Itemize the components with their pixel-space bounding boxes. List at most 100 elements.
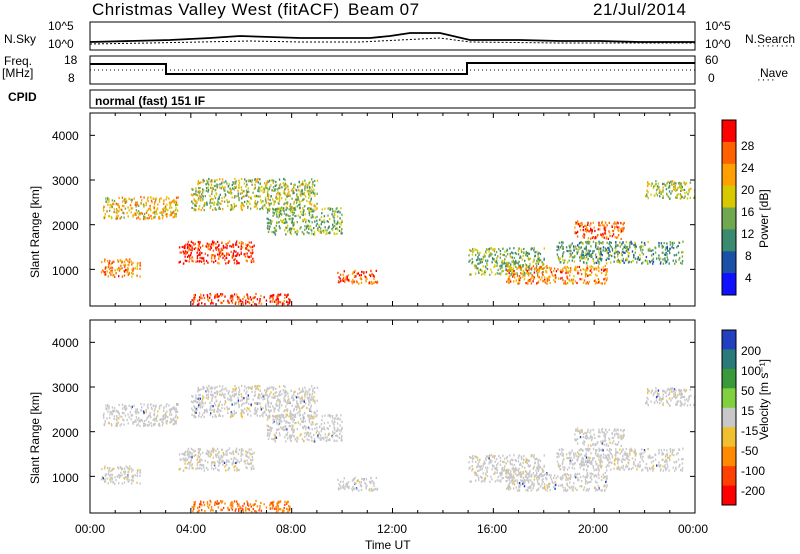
power-cell xyxy=(527,282,529,285)
power-cell xyxy=(150,214,152,218)
power-cell xyxy=(530,272,532,275)
velocity-cell xyxy=(366,484,368,487)
power-cell xyxy=(667,258,669,261)
velocity-cell xyxy=(246,398,248,402)
power-cell xyxy=(680,186,683,189)
power-cell xyxy=(335,227,337,230)
power-cell xyxy=(205,259,208,263)
power-cell xyxy=(587,223,589,226)
power-cell xyxy=(653,185,655,188)
power-cell xyxy=(231,294,233,297)
velocity-cell xyxy=(209,499,211,503)
power-cell xyxy=(298,189,300,192)
power-cell xyxy=(669,243,672,246)
power-cell xyxy=(266,190,269,194)
power-cell xyxy=(238,197,240,200)
velocity-cell xyxy=(262,407,264,410)
velocity-cell xyxy=(278,409,280,412)
velocity-cell xyxy=(306,438,308,441)
velocity-cell xyxy=(195,416,197,419)
power-cell xyxy=(212,244,215,247)
velocity-cell xyxy=(268,416,270,419)
power-cell xyxy=(189,257,191,260)
power-cell xyxy=(624,246,627,249)
velocity-cell xyxy=(198,505,201,509)
velocity-cell xyxy=(229,504,232,507)
velocity-cell xyxy=(231,504,233,507)
velocity-cell xyxy=(212,415,214,418)
velocity-cell xyxy=(240,393,243,396)
power-cell xyxy=(279,193,282,197)
power-cell xyxy=(626,247,629,250)
power-cell xyxy=(595,242,597,245)
power-cell xyxy=(195,204,197,207)
power-cell xyxy=(215,184,217,187)
velocity-cell xyxy=(198,388,200,392)
power-cell xyxy=(213,194,216,198)
power-cell xyxy=(616,251,618,254)
power-cell xyxy=(320,231,322,234)
power-cell xyxy=(309,194,311,197)
power-cell xyxy=(517,266,520,269)
velocity-cell xyxy=(224,453,226,456)
power-cell xyxy=(608,257,610,260)
velocity-cell xyxy=(316,399,318,402)
velocity-cell xyxy=(308,400,310,403)
power-cell xyxy=(245,180,247,183)
velocity-cell xyxy=(193,505,196,508)
power-cell xyxy=(272,179,274,182)
velocity-cell xyxy=(220,457,222,460)
power-cell xyxy=(577,251,579,254)
power-cell xyxy=(282,182,284,185)
power-cell xyxy=(670,192,672,195)
power-cell xyxy=(245,185,247,188)
power-cell xyxy=(240,188,243,191)
velocity-cell xyxy=(248,402,250,406)
power-cell xyxy=(244,255,247,258)
velocity-cell xyxy=(501,466,503,469)
power-cell xyxy=(602,242,604,245)
power-cell xyxy=(230,204,233,207)
velocity-cell xyxy=(279,400,282,404)
power-cell xyxy=(191,247,193,250)
velocity-cell xyxy=(251,386,253,389)
velocity-cell xyxy=(218,413,220,416)
velocity-cell xyxy=(182,457,184,460)
power-cell xyxy=(543,276,546,279)
power-cell xyxy=(299,190,301,193)
velocity-cell xyxy=(290,396,293,399)
velocity-cell xyxy=(291,404,293,407)
velocity-cell xyxy=(522,472,525,475)
power-cell xyxy=(373,277,375,280)
power-cell xyxy=(212,254,214,257)
power-cell xyxy=(647,185,649,188)
power-cell xyxy=(526,269,528,272)
power-cell xyxy=(275,210,277,213)
velocity-cell xyxy=(173,422,175,425)
power-cell xyxy=(290,221,293,224)
velocity-cell xyxy=(175,419,177,422)
velocity-cell xyxy=(111,478,113,481)
velocity-cell xyxy=(127,422,129,425)
velocity-cell xyxy=(186,462,189,465)
power-cell xyxy=(123,270,126,273)
power-cell xyxy=(586,230,588,233)
velocity-cell xyxy=(286,501,288,504)
velocity-cell xyxy=(537,475,539,478)
power-cell xyxy=(103,260,106,263)
power-cell xyxy=(680,194,682,197)
power-cell xyxy=(154,215,156,218)
power-cell xyxy=(593,268,595,271)
velocity-cell xyxy=(232,459,235,462)
velocity-cell xyxy=(292,399,294,402)
velocity-cell xyxy=(245,409,248,412)
power-cell xyxy=(346,277,348,280)
power-cell xyxy=(130,260,132,263)
power-cell xyxy=(614,221,616,224)
power-cell xyxy=(282,207,285,210)
power-cell xyxy=(199,241,202,244)
velocity-cell xyxy=(289,438,292,441)
power-cell xyxy=(554,274,557,277)
velocity-cell xyxy=(371,487,373,490)
power-cell xyxy=(336,215,339,218)
